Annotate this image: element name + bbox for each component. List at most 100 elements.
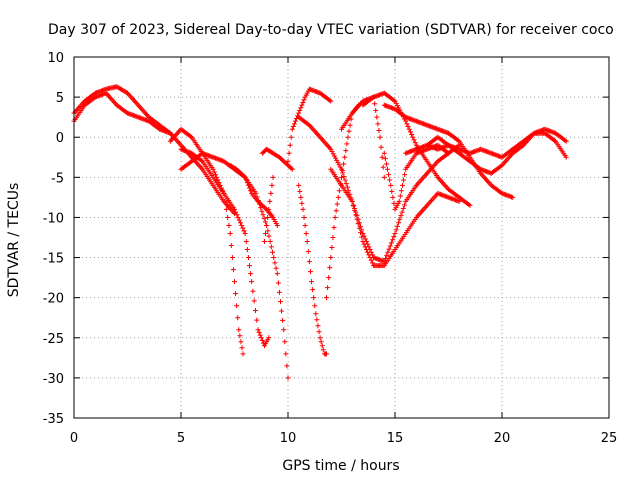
series-track-2 (71, 90, 237, 216)
data-point (315, 323, 321, 329)
data-point (283, 351, 289, 357)
x-tick-label: 25 (601, 431, 618, 446)
data-point (328, 255, 334, 261)
data-point (243, 239, 249, 245)
data-point (333, 208, 339, 214)
data-point (368, 249, 374, 255)
data-point (373, 107, 379, 113)
data-point (369, 260, 375, 266)
data-point (266, 335, 272, 341)
data-point (402, 172, 408, 178)
data-point (398, 213, 404, 219)
data-point (331, 224, 337, 230)
data-point (360, 230, 366, 236)
data-point (226, 222, 232, 228)
data-point (256, 329, 262, 335)
y-axis-label: SDTVAR / TECUs (6, 183, 22, 298)
data-point (286, 150, 292, 156)
data-point (385, 166, 391, 172)
data-point (385, 249, 391, 255)
data-point (261, 239, 267, 245)
data-point (222, 198, 228, 204)
data-point (409, 132, 415, 138)
data-point (355, 216, 361, 222)
series-track-9 (285, 86, 334, 164)
data-point (266, 233, 272, 239)
data-point (261, 215, 267, 221)
data-point (369, 252, 375, 258)
data-point (250, 288, 256, 294)
data-point (390, 194, 396, 200)
data-point (240, 225, 246, 231)
data-point (298, 194, 304, 200)
series-track-19 (424, 130, 569, 160)
data-point (276, 289, 282, 295)
data-point (325, 285, 331, 291)
data-point (390, 237, 396, 243)
y-tick-label: 5 (56, 91, 64, 106)
series-track-11 (296, 114, 462, 269)
axis-ticks: 0 5 10 15 20 25 -35 -30 -25 -20 -15 -10 -5 0 5 10 (43, 51, 618, 446)
data-point (563, 138, 569, 144)
data-point (339, 174, 344, 180)
data-point (261, 204, 267, 210)
data-point (232, 279, 237, 285)
data-point (376, 128, 382, 134)
data-point (304, 239, 310, 245)
data-point (324, 351, 330, 357)
data-point (255, 327, 261, 333)
data-point (375, 121, 381, 127)
data-point (563, 154, 569, 160)
data-point (311, 295, 317, 301)
data-point (235, 214, 241, 220)
data-point (407, 129, 413, 135)
data-series (71, 84, 569, 381)
data-point (306, 259, 312, 265)
y-tick-label: -10 (43, 211, 64, 226)
data-point (239, 345, 245, 351)
data-point (274, 271, 280, 277)
data-point (310, 287, 316, 293)
data-point (386, 246, 392, 252)
data-point (263, 230, 269, 236)
y-tick-label: -35 (43, 412, 64, 427)
data-point (397, 216, 403, 222)
data-point (346, 128, 352, 134)
data-point (372, 101, 378, 107)
data-point (309, 279, 315, 285)
data-point (510, 194, 516, 200)
data-point (412, 140, 418, 146)
data-point (396, 220, 402, 226)
data-point (245, 182, 251, 188)
data-point (235, 315, 241, 321)
data-point (367, 247, 373, 253)
data-point (300, 99, 306, 105)
data-point (280, 317, 286, 323)
data-point (345, 134, 351, 140)
data-point (225, 214, 231, 220)
data-point (354, 213, 360, 219)
data-point (381, 150, 387, 156)
data-point (374, 114, 380, 120)
data-point (297, 188, 303, 194)
data-point (211, 169, 217, 175)
data-point (259, 337, 265, 343)
x-tick-label: 20 (494, 431, 511, 446)
y-tick-label: -5 (51, 171, 64, 186)
data-point (227, 230, 233, 236)
data-point (355, 221, 361, 227)
data-point (292, 118, 298, 124)
data-point (210, 166, 216, 172)
data-point (228, 243, 234, 249)
data-point (253, 190, 259, 196)
series-track-6 (227, 162, 280, 228)
data-point (259, 208, 265, 214)
data-point (368, 257, 374, 263)
data-point (356, 220, 362, 226)
data-point (397, 193, 403, 199)
data-point (246, 185, 252, 191)
data-point (340, 168, 346, 174)
data-point (358, 223, 364, 229)
data-point (379, 154, 385, 160)
